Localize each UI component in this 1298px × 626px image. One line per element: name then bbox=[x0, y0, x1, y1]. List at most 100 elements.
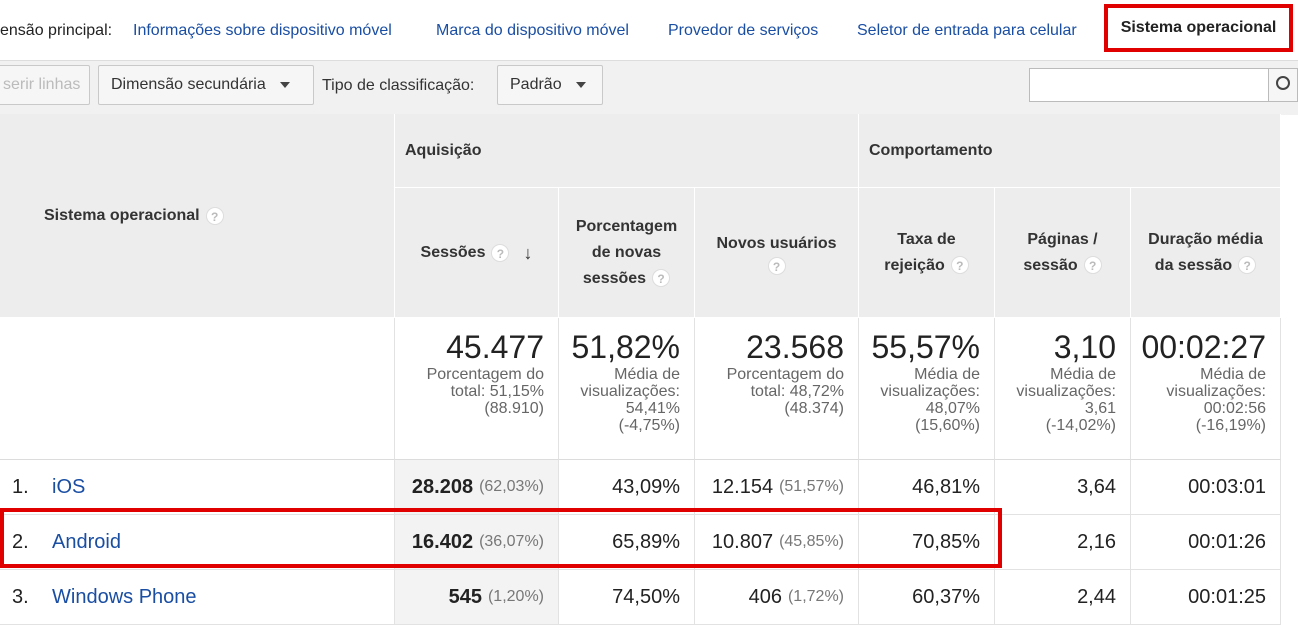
table-cell: 2. Android bbox=[0, 515, 395, 570]
total-sub: (88.910) bbox=[484, 400, 544, 417]
table-cell: 74,50% bbox=[559, 570, 695, 625]
chevron-down-icon bbox=[575, 82, 586, 88]
row-avg-session-duration: 00:03:01 bbox=[1188, 475, 1266, 498]
total-sub: visualizações: bbox=[580, 383, 680, 400]
search-button[interactable] bbox=[1268, 68, 1298, 102]
dimension-link-input-selector[interactable]: Seletor de entrada para celular bbox=[857, 22, 1077, 39]
col-header-bounce-rate[interactable]: Taxa de rejeição? bbox=[859, 188, 995, 318]
total-sub: 3,61 bbox=[1084, 400, 1116, 417]
table-cell: 00:03:01 bbox=[1131, 460, 1281, 515]
row-os-link[interactable]: iOS bbox=[52, 475, 86, 498]
row-bounce-rate: 46,81% bbox=[912, 475, 980, 498]
total-pct-new-sessions: 51,82% Média de visualizações: 54,41% (-… bbox=[559, 318, 695, 460]
col-header-sessions[interactable]: Sessões ? ↓ bbox=[395, 188, 559, 318]
dimension-link-service-provider[interactable]: Provedor de serviços bbox=[668, 22, 819, 39]
table-cell: 43,09% bbox=[559, 460, 695, 515]
table-cell: 65,89% bbox=[559, 515, 695, 570]
total-sub: Média de bbox=[1200, 366, 1266, 383]
secondary-dimension-label: Dimensão secundária bbox=[111, 76, 266, 93]
row-new-users: 406 bbox=[748, 585, 782, 608]
help-icon[interactable]: ? bbox=[1238, 256, 1257, 275]
dimension-link-device-brand[interactable]: Marca do dispositivo móvel bbox=[436, 22, 629, 39]
row-new-users-pct: (45,85%) bbox=[779, 533, 844, 550]
total-sub: Média de bbox=[614, 366, 680, 383]
sort-type-label: Tipo de classificação: bbox=[322, 77, 475, 94]
col-header-label: Sessões bbox=[420, 243, 486, 261]
col-header-avg-session-duration[interactable]: Duração média da sessão? bbox=[1131, 188, 1281, 318]
help-icon[interactable]: ? bbox=[950, 256, 969, 275]
row-sessions-pct: (62,03%) bbox=[479, 478, 544, 495]
total-sub: Média de bbox=[914, 366, 980, 383]
table-cell: 46,81% bbox=[859, 460, 995, 515]
table-cell: 12.154 (51,57%) bbox=[695, 460, 859, 515]
table-cell: 545 (1,20%) bbox=[395, 570, 559, 625]
table-cell: 28.208 (62,03%) bbox=[395, 460, 559, 515]
dimension-link-device-info[interactable]: Informações sobre dispositivo móvel bbox=[133, 22, 392, 39]
primary-dimension-bar: ensão principal: Informações sobre dispo… bbox=[0, 0, 1298, 60]
col-header-pct-new-sessions[interactable]: Porcentagem de novas sessões? bbox=[559, 188, 695, 318]
col-header-operating-system[interactable]: Sistema operacional ? bbox=[0, 114, 395, 318]
row-os-link[interactable]: Android bbox=[52, 530, 121, 553]
row-pct-new-sessions: 43,09% bbox=[612, 475, 680, 498]
primary-dimension-label: ensão principal: bbox=[0, 22, 113, 39]
col-header-label-line3: sessões bbox=[582, 269, 647, 287]
help-icon[interactable]: ? bbox=[205, 206, 224, 225]
row-sessions-pct: (36,07%) bbox=[479, 533, 544, 550]
col-header-label-line1: Duração média bbox=[1148, 230, 1263, 248]
total-value: 3,10 bbox=[1053, 329, 1116, 365]
total-sub: Porcentagem do bbox=[426, 366, 544, 383]
insert-rows-label: serir linhas bbox=[3, 76, 81, 93]
row-sessions: 16.402 bbox=[411, 530, 474, 553]
table-cell: 3,64 bbox=[995, 460, 1131, 515]
col-header-label-line1: Páginas / bbox=[1027, 230, 1098, 248]
row-os-link[interactable]: Windows Phone bbox=[52, 585, 197, 608]
row-pages-per-session: 2,16 bbox=[1077, 530, 1116, 553]
col-header-label-line2: da sessão bbox=[1154, 256, 1233, 274]
search-input[interactable] bbox=[1029, 68, 1269, 102]
total-sub: visualizações: bbox=[880, 383, 980, 400]
total-value: 00:02:27 bbox=[1141, 329, 1266, 365]
row-new-users-pct: (51,57%) bbox=[779, 478, 844, 495]
help-icon[interactable]: ? bbox=[767, 256, 786, 275]
dimension-active-operating-system[interactable]: Sistema operacional bbox=[1104, 4, 1293, 52]
row-new-users-pct: (1,72%) bbox=[787, 588, 844, 605]
total-sub: visualizações: bbox=[1166, 383, 1266, 400]
sort-type-dropdown[interactable]: Padrão bbox=[497, 65, 603, 105]
row-new-users: 12.154 bbox=[711, 475, 774, 498]
row-avg-session-duration: 00:01:26 bbox=[1188, 530, 1266, 553]
row-pages-per-session: 3,64 bbox=[1077, 475, 1116, 498]
total-new-users: 23.568 Porcentagem do total: 48,72% (48.… bbox=[695, 318, 859, 460]
sort-type-value: Padrão bbox=[510, 76, 562, 93]
table-cell: 3. Windows Phone bbox=[0, 570, 395, 625]
total-pages-per-session: 3,10 Média de visualizações: 3,61 (-14,0… bbox=[995, 318, 1131, 460]
totals-row-label-cell bbox=[0, 318, 395, 460]
chevron-down-icon bbox=[279, 82, 290, 88]
table-cell: 10.807 (45,85%) bbox=[695, 515, 859, 570]
total-sub: 48,07% bbox=[925, 400, 980, 417]
total-bounce-rate: 55,57% Média de visualizações: 48,07% (1… bbox=[859, 318, 995, 460]
total-sub: (48.374) bbox=[784, 400, 844, 417]
col-header-new-users[interactable]: Novos usuários ? bbox=[695, 188, 859, 318]
row-pct-new-sessions: 74,50% bbox=[612, 585, 680, 608]
row-new-users: 10.807 bbox=[711, 530, 774, 553]
insert-rows-button[interactable]: serir linhas bbox=[0, 65, 90, 105]
table-cell: 70,85% bbox=[859, 515, 995, 570]
total-value: 51,82% bbox=[571, 329, 680, 365]
col-header-label-line2: de novas bbox=[591, 243, 662, 261]
total-sub: (-4,75%) bbox=[618, 417, 680, 434]
help-icon[interactable]: ? bbox=[652, 269, 671, 288]
row-number: 3. bbox=[12, 585, 29, 608]
total-sub: Média de bbox=[1050, 366, 1116, 383]
col-header-label-line1: Taxa de bbox=[897, 230, 956, 248]
col-header-label-line2: rejeição bbox=[884, 256, 945, 274]
total-sub: total: 48,72% bbox=[750, 383, 844, 400]
table-cell: 2,16 bbox=[995, 515, 1131, 570]
col-header-pages-per-session[interactable]: Páginas / sessão? bbox=[995, 188, 1131, 318]
total-sub: (-14,02%) bbox=[1045, 417, 1116, 434]
total-sessions: 45.477 Porcentagem do total: 51,15% (88.… bbox=[395, 318, 559, 460]
total-sub: total: 51,15% bbox=[450, 383, 544, 400]
help-icon[interactable]: ? bbox=[491, 243, 510, 262]
row-bounce-rate: 60,37% bbox=[912, 585, 980, 608]
secondary-dimension-dropdown[interactable]: Dimensão secundária bbox=[98, 65, 314, 105]
help-icon[interactable]: ? bbox=[1083, 256, 1102, 275]
